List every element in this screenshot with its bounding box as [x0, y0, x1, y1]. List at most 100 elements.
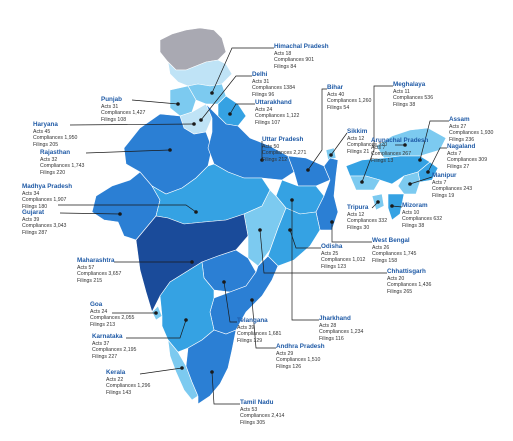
region-meghalaya	[349, 175, 381, 191]
marker-andhra-pradesh	[250, 298, 254, 302]
state-label-tamil-nadu: Tamil Nadu Acts 53 Compliances 2,414 Filing…	[240, 399, 284, 426]
state-name: Assam	[449, 116, 470, 123]
state-label-goa: Goa Acts 24 Compliances 2,055 Filings 213	[90, 301, 134, 328]
acts-count: Acts 12	[347, 211, 365, 218]
filings-count: Filings 13	[371, 157, 394, 164]
leader-line-tamil-nadu	[211, 371, 240, 405]
filings-count: Filings 38	[402, 222, 425, 229]
acts-count: Acts 26	[372, 244, 390, 251]
state-label-kerala: Kerala Acts 22 Compliances 1,296 Filings 14…	[106, 369, 150, 396]
acts-count: Acts 24	[255, 106, 273, 113]
state-label-maharashtra: Maharashtra Acts 57 Compliances 3,657 Filin…	[77, 257, 121, 284]
state-name: Telangana	[237, 317, 268, 324]
marker-bihar	[306, 168, 310, 172]
acts-count: Acts 7	[371, 144, 386, 151]
marker-mizoram	[390, 204, 394, 208]
filings-count: Filings 213	[90, 321, 116, 328]
marker-karnataka	[184, 318, 188, 322]
state-name: Gujarat	[22, 209, 45, 216]
compliances-count: Compliances 1384	[252, 85, 295, 92]
filings-count: Filings 215	[77, 277, 103, 284]
state-label-gujarat: Gujarat Acts 39 Compliances 3,043 Filings 2…	[22, 209, 66, 236]
acts-count: Acts 22	[106, 376, 124, 383]
leader-line-andhra-pradesh	[251, 299, 276, 349]
compliances-count: Compliances 1,234	[319, 329, 364, 336]
state-label-andhra-pradesh: Andhra Pradesh Acts 29 Compliances 1,510 Fi…	[276, 343, 325, 370]
state-label-haryana: Haryana Acts 45 Compliances 1,950 Filings 2…	[33, 121, 77, 148]
acts-count: Acts 7	[432, 179, 447, 186]
state-label-assam: Assam Acts 27 Compliances 1,930 Filings 236	[449, 116, 493, 143]
filings-count: Filings 126	[276, 363, 302, 370]
state-name: Himachal Pradesh	[274, 43, 329, 50]
region-karnataka	[159, 261, 215, 353]
compliances-count: Compliances 2,055	[90, 315, 135, 322]
acts-count: Acts 28	[319, 322, 337, 329]
state-label-telangana: Telangana Acts 39 Compliances 1,681 Filings…	[237, 317, 281, 344]
marker-west-bengal	[330, 220, 334, 224]
filings-count: Filings 54	[327, 104, 350, 111]
leader-line-nagaland	[427, 147, 447, 173]
compliances-count: Compliances 1,436	[387, 282, 432, 289]
filings-count: Filings 180	[22, 203, 48, 210]
marker-tripura	[376, 200, 380, 204]
acts-count: Acts 40	[327, 91, 345, 98]
leader-line-chhattisgarh	[259, 229, 387, 274]
filings-count: Filings 220	[40, 169, 66, 176]
state-name: West Bengal	[372, 237, 410, 244]
leader-line-jharkhand	[291, 200, 319, 321]
leader-line-punjab	[131, 99, 179, 105]
acts-count: Acts 50	[262, 143, 280, 150]
compliances-count: Compliances 3,043	[22, 223, 67, 230]
compliances-count: Compliances 2,271	[262, 150, 307, 157]
compliances-count: Compliances 320	[347, 142, 388, 149]
state-name: Tripura	[347, 204, 369, 211]
filings-count: Filings 107	[255, 119, 281, 126]
marker-punjab	[176, 102, 180, 106]
state-label-punjab: Punjab Acts 31 Compliances 1,427 Filings 10…	[101, 96, 145, 123]
acts-count: Acts 34	[22, 190, 40, 197]
leader-line-madhya-pradesh	[58, 204, 197, 213]
acts-count: Acts 32	[40, 156, 58, 163]
region-mizoram	[387, 193, 405, 221]
state-label-chhattisgarh: Chhattisgarh Acts 20 Compliances 1,436 Fili…	[387, 268, 431, 295]
compliances-count: Compliances 1,296	[106, 383, 151, 390]
compliances-count: Compliances 243	[432, 186, 473, 193]
state-name: Manipur	[432, 172, 457, 179]
state-name: Jharkhand	[319, 315, 351, 322]
leader-line-himachal-pradesh	[211, 47, 274, 94]
leader-line-uttarakhand	[229, 103, 255, 115]
compliances-count: Compliances 309	[447, 157, 488, 164]
marker-uttarakhand	[228, 112, 232, 116]
filings-count: Filings 96	[252, 91, 275, 98]
state-label-uttar-pradesh: Uttar Pradesh Acts 50 Compliances 2,271 Fil…	[262, 136, 306, 163]
state-name: Tamil Nadu	[240, 399, 274, 406]
state-label-himachal-pradesh: Himachal Pradesh Acts 18 Compliances 901 Fi…	[274, 43, 329, 70]
state-label-nagaland: Nagaland Acts 7 Compliances 309 Filings 27	[447, 143, 487, 170]
region-odisha	[267, 207, 321, 267]
acts-count: Acts 31	[252, 78, 270, 85]
marker-chhattisgarh	[258, 228, 262, 232]
state-name: Odisha	[321, 243, 343, 250]
state-name: Uttarakhand	[255, 99, 292, 106]
state-name: Mizoram	[402, 202, 428, 209]
state-label-manipur: Manipur Acts 7 Compliances 243 Filings 19	[432, 172, 472, 199]
acts-count: Acts 10	[402, 209, 420, 216]
filings-count: Filings 305	[240, 419, 266, 426]
state-label-jharkhand: Jharkhand Acts 28 Compliances 1,234 Filings…	[319, 315, 363, 342]
state-label-karnataka: Karnataka Acts 37 Compliances 2,195 Filings…	[92, 333, 136, 360]
state-label-delhi: Delhi Acts 31 Compliances 1384 Filings 96	[252, 71, 295, 98]
marker-meghalaya	[360, 180, 364, 184]
state-name: Goa	[90, 301, 103, 308]
acts-count: Acts 18	[274, 50, 292, 57]
compliances-count: Compliances 1,427	[101, 110, 146, 117]
marker-odisha	[288, 228, 292, 232]
leader-line-assam	[419, 120, 449, 161]
marker-arunachal-pradesh	[403, 143, 407, 147]
filings-count: Filings 116	[319, 335, 344, 342]
acts-count: Acts 20	[387, 275, 405, 282]
compliances-count: Compliances 536	[393, 95, 434, 102]
state-label-mizoram: Mizoram Acts 10 Compliances 632 Filings 38	[402, 202, 442, 229]
state-name: Haryana	[33, 121, 58, 128]
state-name: Nagaland	[447, 143, 476, 150]
